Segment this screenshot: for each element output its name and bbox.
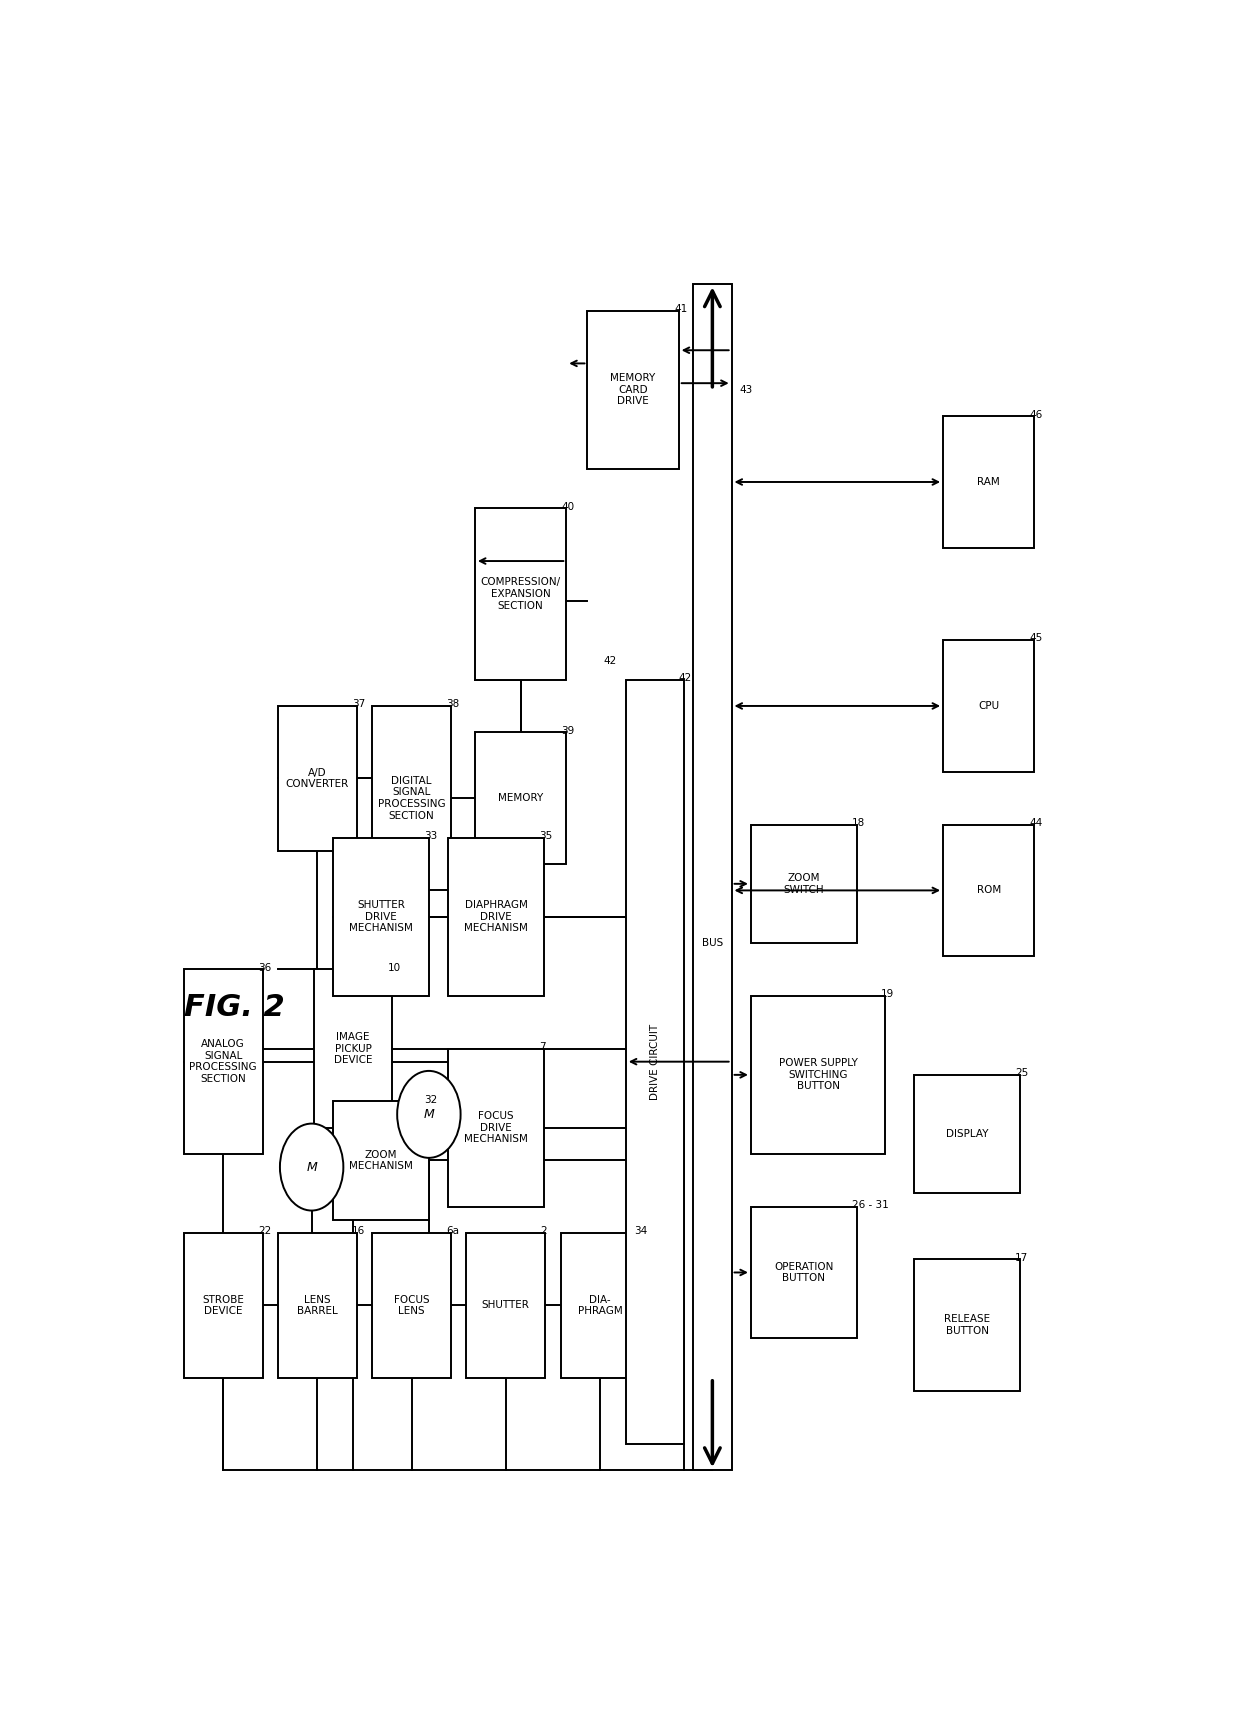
Text: RAM: RAM [977,477,999,488]
Text: 17: 17 [1016,1252,1028,1263]
Text: COMPRESSION/
EXPANSION
SECTION: COMPRESSION/ EXPANSION SECTION [481,577,560,611]
Text: CPU: CPU [978,702,999,712]
Text: MEMORY
CARD
DRIVE: MEMORY CARD DRIVE [610,373,656,407]
Bar [278,707,357,850]
Text: DRIVE CIRCUIT: DRIVE CIRCUIT [650,1023,660,1100]
Text: 38: 38 [446,700,460,710]
Text: FOCUS
LENS: FOCUS LENS [394,1295,429,1316]
Text: 33: 33 [424,832,438,842]
Bar [448,838,544,996]
Text: DIGITAL
SIGNAL
PROCESSING
SECTION: DIGITAL SIGNAL PROCESSING SECTION [378,775,445,821]
Text: 32: 32 [424,1095,438,1105]
Text: M: M [424,1109,434,1121]
Bar [332,1102,429,1220]
Text: 40: 40 [562,501,574,512]
Bar [184,1234,263,1377]
Text: 25: 25 [1016,1068,1028,1078]
Text: ROM: ROM [977,885,1001,895]
Circle shape [280,1124,343,1211]
Bar [588,311,678,469]
Text: 26 - 31: 26 - 31 [852,1199,889,1210]
Bar [184,970,263,1153]
Text: RELEASE
BUTTON: RELEASE BUTTON [944,1314,990,1336]
Text: OPERATION
BUTTON: OPERATION BUTTON [774,1261,833,1283]
Text: 7: 7 [539,1042,546,1052]
Bar [751,1206,857,1338]
Bar [372,1234,451,1377]
Bar [914,1259,1021,1391]
Text: LENS
BARREL: LENS BARREL [298,1295,337,1316]
Bar [942,640,1034,772]
Bar [942,416,1034,548]
Text: DIAPHRAGM
DRIVE
MECHANISM: DIAPHRAGM DRIVE MECHANISM [464,900,528,934]
Text: 42: 42 [678,672,692,683]
Bar [475,508,567,679]
Bar [314,970,392,1128]
Text: 34: 34 [635,1227,647,1237]
Text: MEMORY: MEMORY [498,794,543,802]
Text: 37: 37 [352,700,366,710]
Text: 19: 19 [880,989,894,999]
Text: 16: 16 [352,1227,366,1237]
Text: 39: 39 [562,725,575,736]
Text: FOCUS
DRIVE
MECHANISM: FOCUS DRIVE MECHANISM [464,1110,528,1145]
Text: ZOOM
SWITCH: ZOOM SWITCH [784,873,825,895]
Text: SHUTTER: SHUTTER [482,1300,529,1311]
Bar [278,1234,357,1377]
Text: SHUTTER
DRIVE
MECHANISM: SHUTTER DRIVE MECHANISM [348,900,413,934]
Bar [693,284,732,1470]
Bar [751,996,885,1153]
Bar [942,825,1034,956]
Text: IMAGE
PICKUP
DEVICE: IMAGE PICKUP DEVICE [334,1032,372,1066]
Text: 10: 10 [388,963,401,974]
Text: 43: 43 [739,385,753,395]
Text: 42: 42 [603,657,616,667]
Text: DIA-
PHRAGM: DIA- PHRAGM [578,1295,622,1316]
Text: BUS: BUS [702,938,723,948]
Text: A/D
CONVERTER: A/D CONVERTER [285,768,348,789]
Text: FIG. 2: FIG. 2 [184,992,284,1021]
Text: ZOOM
MECHANISM: ZOOM MECHANISM [348,1150,413,1172]
Text: 45: 45 [1029,633,1043,643]
Text: 22: 22 [258,1227,272,1237]
Text: 6a: 6a [446,1227,459,1237]
Text: 41: 41 [675,305,687,315]
Text: M: M [306,1160,317,1174]
Text: 46: 46 [1029,409,1043,419]
Bar [466,1234,546,1377]
Bar [751,825,857,943]
Bar [475,732,567,864]
Circle shape [397,1071,460,1158]
Bar [332,838,429,996]
Bar [448,1049,544,1206]
Text: 2: 2 [541,1227,547,1237]
Text: STROBE
DEVICE: STROBE DEVICE [202,1295,244,1316]
Bar [914,1075,1021,1194]
Bar [372,707,451,890]
Bar [560,1234,640,1377]
Text: 44: 44 [1029,818,1043,828]
Text: DISPLAY: DISPLAY [946,1129,988,1140]
Text: 35: 35 [539,832,553,842]
Text: 36: 36 [258,963,272,974]
Text: 18: 18 [852,818,866,828]
Text: POWER SUPPLY
SWITCHING
BUTTON: POWER SUPPLY SWITCHING BUTTON [779,1057,858,1092]
Text: ANALOG
SIGNAL
PROCESSING
SECTION: ANALOG SIGNAL PROCESSING SECTION [190,1039,257,1085]
Bar [626,679,683,1444]
